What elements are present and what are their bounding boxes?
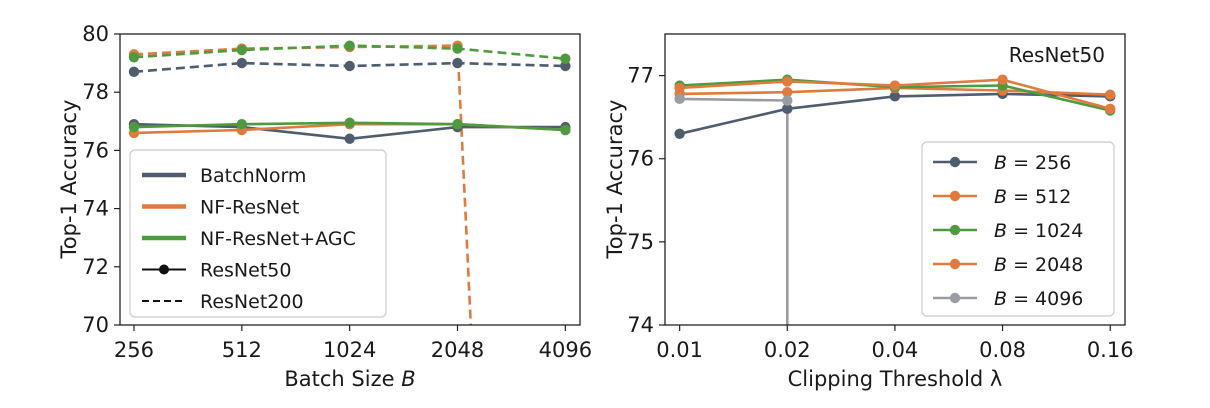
series-point xyxy=(236,57,248,69)
x-tick-label: 2048 xyxy=(431,338,484,362)
series-point xyxy=(674,82,685,94)
right-annotation: ResNet50 xyxy=(1009,43,1105,67)
legend-label: NF-ResNet+AGC xyxy=(200,228,356,250)
y-tick-label: 70 xyxy=(82,313,109,337)
series-point xyxy=(452,57,463,69)
legend-box xyxy=(921,141,1115,317)
y-tick-label: 72 xyxy=(82,255,109,279)
series-point xyxy=(889,91,901,102)
series-point xyxy=(782,103,793,115)
right-x-axis-label: Clipping Threshold λ xyxy=(788,367,1003,391)
legend-label: B = 256 xyxy=(994,152,1071,174)
legend-marker xyxy=(949,292,961,304)
series-point xyxy=(782,87,793,98)
legend-label: B = 2048 xyxy=(994,254,1083,276)
legend-item: B = 2048 xyxy=(933,254,1083,276)
legend-label: BatchNorm xyxy=(200,165,306,187)
left-legend: BatchNorm NF-ResNet NF-ResNet+AGC ResNet50 R… xyxy=(129,149,387,318)
series-point xyxy=(344,133,355,144)
left-x-axis-label-var: B xyxy=(401,367,415,391)
x-tick-label: 256 xyxy=(114,338,154,362)
legend-item: B = 1024 xyxy=(933,220,1083,242)
y-tick-label: 77 xyxy=(627,64,654,88)
legend-item: B = 256 xyxy=(933,152,1071,174)
legend-label: B = 4096 xyxy=(994,288,1083,310)
series-point xyxy=(674,93,685,105)
legend-label: B = 512 xyxy=(994,186,1071,208)
legend-label: ResNet200 xyxy=(200,291,304,313)
series-line xyxy=(679,97,789,325)
left-y-ticks: 70 72 74 76 78 80 xyxy=(82,22,120,337)
series-point xyxy=(344,40,355,51)
series-point xyxy=(452,43,463,54)
legend-marker xyxy=(949,258,961,270)
series-point xyxy=(236,44,248,56)
right-x-ticks: 0.01 0.02 0.04 0.08 0.16 xyxy=(656,325,1134,362)
legend-item: B = 4096 xyxy=(933,288,1083,310)
legend-item: ResNet200 xyxy=(142,291,304,313)
left-series-markers xyxy=(128,40,571,144)
legend-label: NF-ResNet xyxy=(200,197,299,219)
series-point xyxy=(236,119,248,130)
x-tick-label: 0.02 xyxy=(764,338,811,362)
legend-marker xyxy=(159,264,169,275)
legend-marker xyxy=(949,190,961,202)
x-tick-label: 512 xyxy=(222,338,262,362)
legend-item: NF-ResNet xyxy=(142,197,299,219)
series-point xyxy=(128,52,140,63)
right-y-ticks: 74 75 76 77 xyxy=(627,64,665,337)
series-point xyxy=(674,128,685,139)
x-tick-label: 0.01 xyxy=(656,338,703,362)
y-tick-label: 76 xyxy=(82,138,109,162)
series-point xyxy=(782,76,793,87)
x-tick-label: 0.04 xyxy=(872,338,919,362)
right-y-axis-label: Top-1 Accuracy xyxy=(603,100,627,260)
series-point xyxy=(560,124,571,136)
right-series-markers xyxy=(674,74,1116,139)
series-point xyxy=(997,74,1008,85)
series-point xyxy=(560,60,571,72)
series-point xyxy=(344,60,355,72)
legend-item: B = 512 xyxy=(933,186,1071,208)
left-x-axis-label: Batch Size B xyxy=(284,367,415,391)
left-y-axis-label: Top-1 Accuracy xyxy=(57,100,81,260)
left-x-ticks: 256 512 1024 2048 4096 xyxy=(114,325,592,362)
legend-label: ResNet50 xyxy=(200,260,291,282)
y-tick-label: 74 xyxy=(627,313,654,337)
x-tick-label: 0.08 xyxy=(979,338,1026,362)
legend-item: NF-ResNet+AGC xyxy=(142,228,356,250)
legend-marker xyxy=(949,224,961,236)
legend-marker xyxy=(949,156,961,168)
legend-item: ResNet50 xyxy=(142,260,291,282)
clipping-threshold-chart: 0.01 0.02 0.04 0.08 0.16 74 75 76 77 Clipping T… xyxy=(603,33,1134,391)
x-tick-label: 4096 xyxy=(539,338,592,362)
batch-size-chart: 256 512 1024 2048 4096 70 72 74 76 78 80 Batch Si… xyxy=(57,22,592,391)
series-point xyxy=(452,119,463,130)
x-tick-label: 1024 xyxy=(323,338,376,362)
legend-label: B = 1024 xyxy=(994,220,1083,242)
series-point xyxy=(560,53,571,64)
right-legend: B = 256 B = 512 B = 1024 B = 2048 B = 4096 xyxy=(921,141,1115,317)
series-point xyxy=(1104,103,1116,115)
series-point xyxy=(128,121,140,133)
y-tick-label: 75 xyxy=(627,230,654,254)
legend-box xyxy=(129,149,387,318)
y-tick-label: 76 xyxy=(627,147,654,171)
series-point xyxy=(128,66,140,78)
y-tick-label: 74 xyxy=(82,197,109,221)
series-point xyxy=(782,95,793,106)
series-point xyxy=(889,80,901,91)
series-point xyxy=(344,117,355,128)
y-tick-label: 78 xyxy=(82,80,109,104)
x-tick-label: 0.16 xyxy=(1087,338,1134,362)
series-point xyxy=(1104,89,1116,100)
legend-item: BatchNorm xyxy=(142,165,306,187)
y-tick-label: 80 xyxy=(82,22,109,46)
